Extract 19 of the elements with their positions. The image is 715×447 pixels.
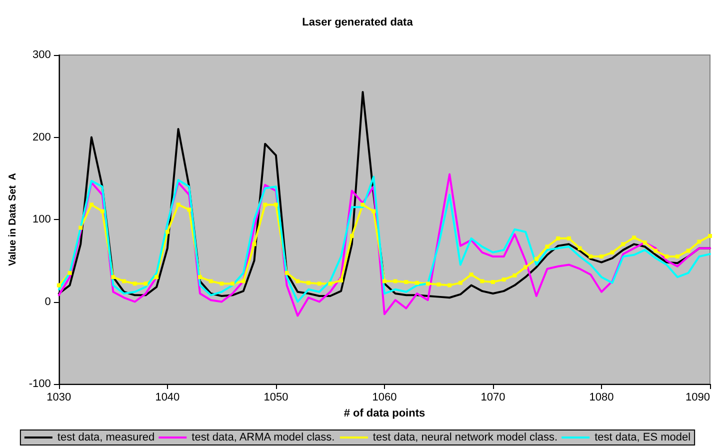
y-tick-label: 0 [44,296,51,308]
x-tick-label: 1040 [155,392,180,404]
x-tick-label: 1060 [372,392,397,404]
y-axis-title: Value in Data Set A [8,173,18,266]
x-tick-label: 1080 [589,392,614,404]
x-tick-label: 1050 [264,392,288,404]
y-tick-label: 100 [32,214,51,226]
x-axis-title: # of data points [344,407,426,420]
chart-title: Laser generated data [302,16,414,28]
y-tick-label: -100 [28,378,51,390]
x-tick-label: 1090 [686,392,710,404]
legend-label: test data, neural network model class. [372,432,558,444]
legend-label: test data, ARMA model class. [192,432,335,444]
x-tick-label: 1070 [480,392,506,404]
legend-label: test data, ES model [594,432,691,444]
y-tick-label: 300 [32,49,51,61]
y-tick-label: 200 [32,131,51,144]
x-tick-label: 1030 [46,392,72,404]
legend-label: test data, measured [57,432,155,444]
